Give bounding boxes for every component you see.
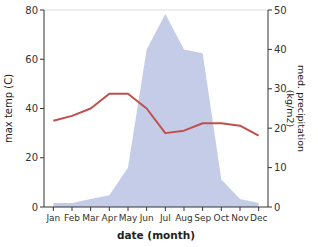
x-tick-label: Aug <box>175 213 193 223</box>
x-tick <box>72 207 73 211</box>
y2-axis-label-line: (kg/m2) <box>285 90 296 127</box>
x-tick-label: Jun <box>139 213 154 223</box>
x-tick <box>221 207 222 211</box>
x-tick-label: May <box>119 213 138 223</box>
x-tick <box>202 207 203 211</box>
y2-tick-label: 30 <box>274 83 287 94</box>
x-tick-label: Sep <box>194 213 211 223</box>
x-tick <box>258 207 259 211</box>
y2-tick-label: 0 <box>274 202 280 213</box>
y2-axis-label-line: med. precipitation <box>296 65 307 152</box>
y2-tick <box>268 128 272 129</box>
temp-line <box>53 94 258 136</box>
chart: 0 20 40 60 80 0 10 20 30 40 50 Jan FebMarAprMayJun Ju… <box>0 0 318 247</box>
y2-tick-label: 20 <box>274 123 287 134</box>
x-axis-label: date (month) <box>117 229 195 241</box>
y-tick-label: 40 <box>25 103 38 114</box>
y2-tick-label: 40 <box>274 44 287 55</box>
x-tick-label: Dec <box>250 213 267 223</box>
x-tick-label: Jul <box>159 213 171 223</box>
x-tick-label: Mar <box>82 213 99 223</box>
y-tick <box>40 108 44 109</box>
chart-container: 0 20 40 60 80 0 10 20 30 40 50 Jan FebMarAprMayJun Ju… <box>0 0 318 247</box>
x-tick <box>146 207 147 211</box>
x-tick <box>109 207 110 211</box>
x-tick <box>128 207 129 211</box>
x-tick-label: Oct <box>214 213 230 223</box>
plot-area <box>53 14 258 207</box>
y-tick <box>40 207 44 208</box>
x-tick-label: Jan <box>45 213 60 223</box>
x-axis <box>44 207 268 208</box>
y-tick <box>40 59 44 60</box>
top-line <box>44 10 268 11</box>
y-tick-label: 20 <box>25 152 38 163</box>
x-tick-label: Nov <box>231 213 249 223</box>
y-tick-label: 0 <box>32 202 38 213</box>
x-tick <box>90 207 91 211</box>
y2-axis <box>268 10 269 207</box>
x-tick <box>165 207 166 211</box>
y-tick-label: 60 <box>25 54 38 65</box>
y2-tick <box>268 167 272 168</box>
y2-tick <box>268 207 272 208</box>
y2-tick-label: 10 <box>274 162 287 173</box>
y2-tick <box>268 10 272 11</box>
y-tick <box>40 10 44 11</box>
x-tick <box>240 207 241 211</box>
y2-tick-label: 50 <box>274 5 287 16</box>
y2-axis-label: med. precipitation(kg/m2) <box>285 65 306 152</box>
y-axis-label: max temp (C) <box>3 74 14 143</box>
y-tick-label: 80 <box>25 5 38 16</box>
x-tick <box>53 207 54 211</box>
y2-tick <box>268 49 272 50</box>
x-tick <box>184 207 185 211</box>
x-tick-label: Apr <box>102 213 118 223</box>
x-tick-label: Feb <box>64 213 80 223</box>
y2-tick <box>268 88 272 89</box>
precip-area <box>53 14 258 207</box>
y-tick <box>40 157 44 158</box>
